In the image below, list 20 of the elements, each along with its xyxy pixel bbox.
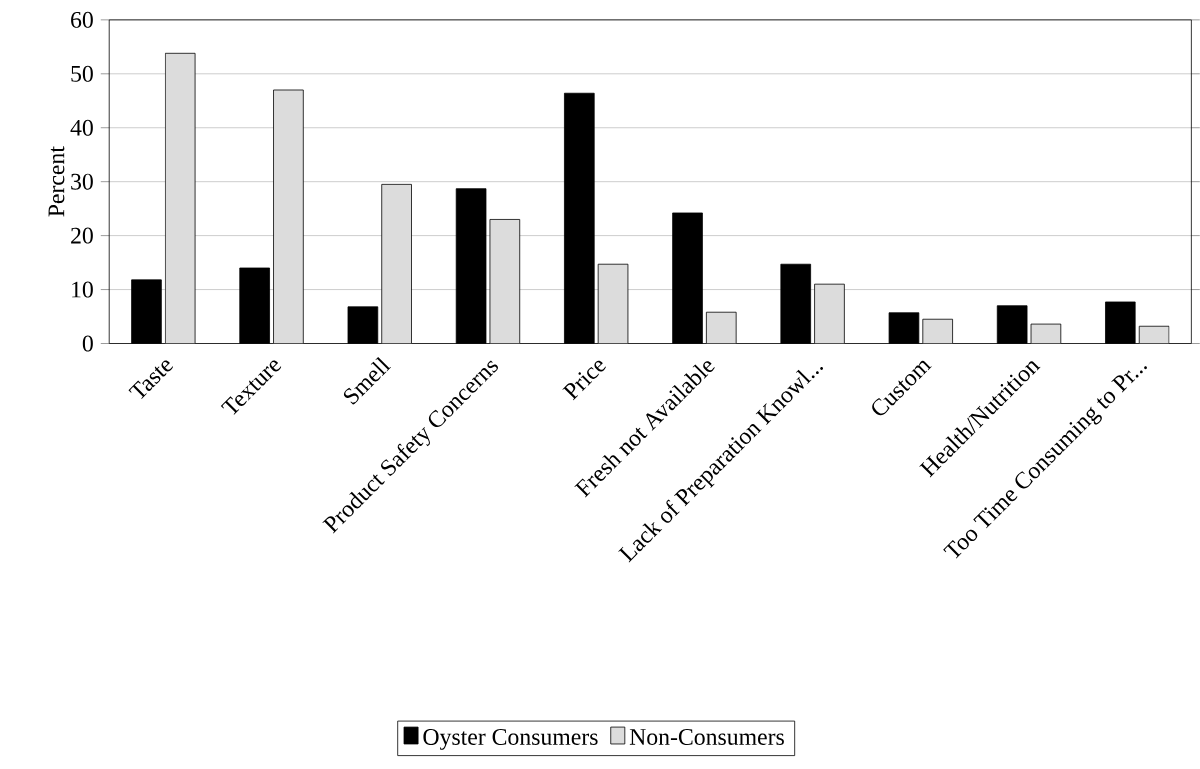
y-tick-label: 20 [71, 227, 93, 244]
y-axis-title: Percent [48, 146, 65, 217]
bar [489, 218, 521, 344]
y-tick-label: 30 [71, 173, 93, 190]
x-tick-label: Price [562, 360, 606, 401]
y-tick-label: 50 [71, 65, 93, 82]
bar [381, 183, 412, 344]
bar [597, 263, 629, 344]
bar [705, 311, 737, 344]
bar [273, 89, 304, 344]
bar [922, 318, 953, 344]
legend-label: Non-Consumers [629, 728, 784, 745]
y-tick-label: 0 [82, 335, 93, 352]
y-tick-label: 10 [72, 281, 93, 298]
y-tick-label: 60 [71, 11, 93, 28]
x-tick-label: Taste [128, 360, 173, 399]
y-tick-label: 40 [70, 119, 93, 136]
legend-label: Oyster Consumers [423, 728, 598, 750]
bar [814, 283, 845, 344]
bar [164, 52, 196, 344]
